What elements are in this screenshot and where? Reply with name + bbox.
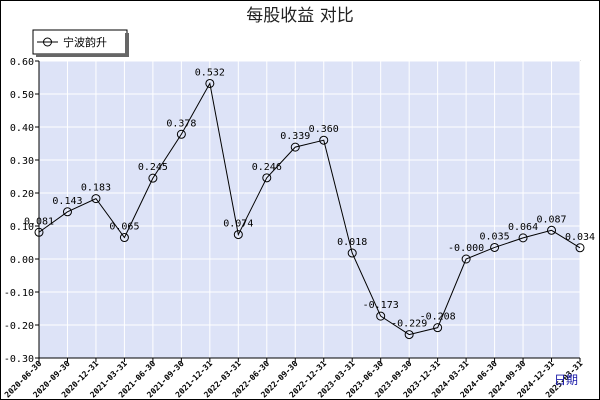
legend: 宁波韵升: [32, 29, 129, 57]
data-label: 0.183: [81, 183, 111, 194]
legend-shadow-bottom: [36, 54, 129, 57]
y-tick-label: 0.30: [10, 156, 34, 167]
data-label: 0.339: [280, 131, 310, 142]
data-label: 0.143: [52, 196, 82, 207]
y-tick-label: 0.50: [10, 90, 34, 101]
y-tick-label: -0.30: [4, 354, 34, 365]
x-axis: 2020-06-302020-09-302020-12-312021-03-31…: [3, 357, 585, 399]
y-axis: 0.60 0.50 0.40 0.30 0.20 0.10 0.00 -0.10 -0.20 -0…: [4, 57, 40, 365]
data-label: 0.378: [166, 118, 196, 129]
data-point: [205, 78, 215, 88]
data-point: [34, 227, 44, 237]
y-tick-label: 0.10: [10, 222, 34, 233]
data-point: [461, 254, 471, 264]
data-point: [119, 233, 129, 243]
y-tick-label: 0.00: [10, 255, 34, 266]
data-label: -0.000: [448, 243, 484, 254]
data-label: 0.081: [24, 216, 54, 227]
y-tick-label: -0.10: [4, 288, 34, 299]
data-label: 0.087: [536, 214, 566, 225]
data-point: [290, 142, 300, 152]
legend-shadow: [125, 33, 129, 56]
plot-area: [38, 60, 581, 359]
y-tick-label: 0.40: [10, 123, 34, 134]
data-label: -0.173: [363, 300, 399, 311]
data-label: 0.246: [252, 162, 282, 173]
data-label: 0.018: [337, 237, 367, 248]
x-axis-label: 日期: [554, 373, 578, 387]
chart-title: 每股收益 对比: [246, 6, 353, 26]
data-label: 0.532: [195, 67, 225, 78]
y-tick-label: 0.20: [10, 189, 34, 200]
data-point: [62, 207, 72, 217]
y-tick-label: 0.60: [10, 57, 34, 68]
legend-entry: 宁波韵升: [63, 35, 107, 49]
data-label: 0.245: [138, 162, 168, 173]
data-point: [319, 135, 329, 145]
data-point: [404, 330, 414, 340]
data-point: [433, 323, 443, 333]
data-point: [176, 129, 186, 139]
data-label: 0.064: [508, 222, 538, 233]
data-point: [91, 194, 101, 204]
data-label: -0.208: [420, 312, 456, 323]
data-point: [547, 225, 557, 235]
data-point: [148, 173, 158, 183]
series-layer: 0.081 0.143 0.183 0.065 0.245 0.378 0.532 0.074…: [24, 67, 595, 340]
data-label: -0.229: [391, 319, 427, 330]
series-line: [38, 81, 581, 336]
legend-marker: [43, 37, 52, 47]
data-point: [575, 243, 585, 253]
data-point: [262, 173, 272, 183]
data-label: 0.065: [109, 222, 139, 233]
data-point: [518, 233, 528, 243]
data-point: [490, 242, 500, 252]
data-point: [376, 311, 386, 321]
y-tick-label: -0.20: [4, 321, 34, 332]
data-point: [233, 230, 243, 240]
data-label: 0.035: [480, 231, 510, 242]
data-label: 0.360: [309, 124, 339, 135]
data-label: 0.074: [223, 219, 253, 230]
data-point: [347, 248, 357, 258]
data-label: 0.034: [565, 232, 595, 243]
